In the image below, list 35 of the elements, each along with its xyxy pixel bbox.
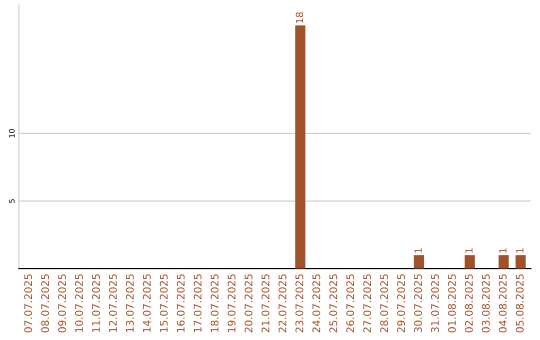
x-tick-label: 14.07.2025 [142,274,151,332]
x-tick-label: 29.07.2025 [397,274,406,332]
x-tick-label: 02.08.2025 [464,274,473,332]
x-tick-label: 26.07.2025 [346,274,354,332]
x-tick-label: 30.07.2025 [414,274,422,332]
x-tick-label: 12.07.2025 [108,274,117,332]
x-tick-label: 19.07.2025 [228,274,236,332]
x-tick-label: 08.07.2025 [41,274,50,332]
data-label: 18 [296,12,304,23]
data-label: 1 [516,248,524,253]
x-tick-label: 04.08.2025 [498,274,507,332]
x-tick-label: 07.07.2025 [24,274,32,332]
x-tick-label: 16.07.2025 [176,274,185,332]
x-tick-label: 10.07.2025 [75,274,83,332]
x-tick-label: 27.07.2025 [363,274,372,332]
x-tick-label: 25.07.2025 [329,274,338,332]
x-tick-label: 21.07.2025 [262,274,270,332]
x-tick-label: 17.07.2025 [194,274,202,332]
x-tick-label: 03.08.2025 [482,274,490,332]
x-tick-label: 05.08.2025 [516,274,524,332]
x-tick-label: 15.07.2025 [160,274,168,332]
x-tick-label: 13.07.2025 [126,274,134,332]
x-tick-label: 11.07.2025 [92,274,100,332]
x-tick-label: 24.07.2025 [312,274,320,332]
x-tick-label: 20.07.2025 [244,274,252,332]
x-tick-label: 18.07.2025 [210,274,219,332]
data-label: 1 [499,248,506,253]
x-tick-label: 23.07.2025 [295,274,304,332]
x-tick-label: 31.07.2025 [431,274,439,332]
data-label: 1 [414,248,422,253]
x-tick-label: 01.08.2025 [448,274,456,332]
x-tick-label: 09.07.2025 [58,274,66,332]
x-tick-label: 22.07.2025 [278,274,286,332]
data-label: 1 [465,248,472,253]
x-tick-label: 28.07.2025 [380,274,388,332]
